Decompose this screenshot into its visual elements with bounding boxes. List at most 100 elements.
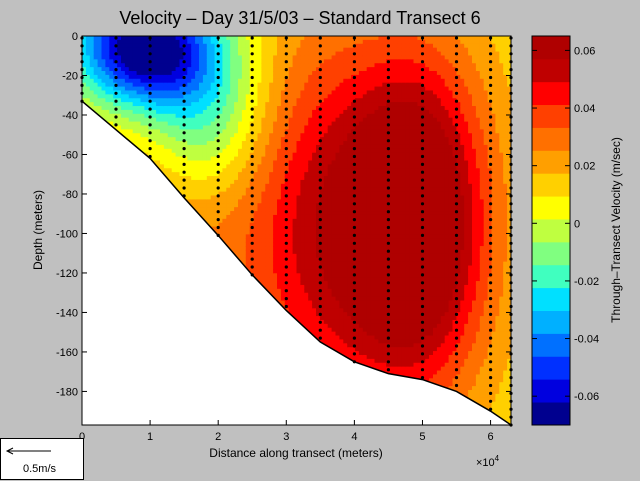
contour-cell	[163, 94, 169, 99]
contour-cell	[265, 63, 270, 68]
contour-cell	[273, 59, 278, 64]
contour-cell	[167, 117, 173, 123]
contour-cell	[234, 172, 239, 177]
contour-cell	[167, 164, 173, 169]
contour-cell	[97, 90, 103, 95]
contour-cell	[156, 156, 161, 162]
contour-cell	[175, 137, 181, 142]
contour-cell	[195, 102, 200, 107]
contour-cell	[183, 94, 188, 99]
contour-cell	[230, 59, 235, 64]
contour-cell	[273, 253, 278, 259]
contour-cell	[109, 51, 114, 57]
contour-cell	[152, 137, 157, 142]
contour-cell	[245, 234, 251, 239]
contour-cell	[163, 39, 169, 45]
contour-cell	[113, 63, 118, 68]
contour-cell	[230, 141, 235, 146]
contour-cell	[253, 218, 259, 224]
contour-cell	[269, 39, 274, 45]
contour-cell	[265, 179, 270, 185]
contour-cell	[136, 113, 142, 119]
contour-cell	[249, 117, 255, 123]
contour-cell	[156, 51, 161, 57]
contour-cell	[206, 125, 212, 130]
contour-cell	[210, 168, 216, 173]
contour-cell	[226, 36, 231, 41]
contour-cell	[273, 292, 278, 298]
contour-cell	[195, 47, 200, 53]
contour-cell	[265, 207, 270, 212]
contour-cell	[163, 90, 169, 95]
contour-cell	[202, 102, 208, 107]
contour-cell	[265, 222, 270, 228]
contour-cell	[199, 168, 204, 173]
contour-cell	[121, 106, 126, 111]
contour-cell	[210, 214, 216, 220]
contour-cell	[195, 125, 200, 130]
contour-cell	[241, 249, 247, 255]
contour-cell	[257, 265, 262, 270]
contour-cell	[241, 43, 247, 49]
contour-cell	[183, 90, 188, 95]
contour-cell	[101, 78, 106, 84]
contour-cell	[191, 203, 196, 208]
contour-cell	[226, 55, 231, 60]
contour-cell	[124, 90, 130, 95]
contour-cell	[191, 168, 196, 173]
contour-cell	[167, 168, 173, 173]
contour-cell	[113, 117, 118, 123]
contour-cell	[85, 59, 91, 64]
contour-cell	[269, 199, 274, 204]
contour-cell	[210, 187, 216, 193]
contour-cell	[140, 121, 145, 127]
contour-cell	[245, 43, 251, 49]
contour-cell	[128, 137, 134, 142]
contour-cell	[206, 98, 212, 103]
contour-cell	[195, 152, 200, 158]
contour-cell	[167, 133, 173, 138]
contour-cell	[160, 74, 165, 80]
contour-cell	[195, 172, 200, 177]
contour-cell	[230, 238, 235, 243]
contour-cell	[175, 71, 181, 76]
contour-cell	[171, 148, 177, 154]
contour-cell	[156, 129, 161, 134]
contour-cell	[210, 172, 216, 177]
contour-cell	[171, 133, 177, 138]
contour-cell	[230, 203, 235, 208]
contour-cell	[226, 214, 231, 220]
contour-cell	[241, 242, 247, 247]
contour-cell	[124, 47, 130, 53]
contour-cell	[249, 222, 255, 228]
contour-cell	[245, 191, 251, 197]
contour-cell	[160, 156, 165, 162]
contour-cell	[273, 117, 278, 123]
contour-cell	[261, 113, 266, 119]
contour-cell	[222, 55, 227, 60]
contour-cell	[167, 172, 173, 177]
contour-cell	[199, 176, 204, 181]
contour-cell	[269, 109, 274, 115]
contour-cell	[187, 109, 192, 115]
contour-cell	[82, 47, 87, 53]
contour-cell	[167, 129, 173, 134]
contour-cell	[202, 86, 208, 92]
contour-cell	[136, 90, 142, 95]
contour-cell	[117, 113, 122, 119]
contour-cell	[206, 90, 212, 95]
contour-cell	[191, 39, 196, 45]
contour-cell	[179, 152, 184, 158]
contour-cell	[124, 94, 130, 99]
contour-cell	[105, 51, 110, 57]
contour-cell	[257, 207, 262, 212]
contour-cell	[101, 43, 106, 49]
contour-cell	[269, 226, 274, 232]
contour-cell	[160, 102, 165, 107]
contour-cell	[210, 222, 216, 228]
contour-cell	[273, 199, 278, 204]
contour-cell	[156, 71, 161, 76]
contour-cell	[245, 242, 251, 247]
contour-cell	[124, 125, 130, 130]
contour-cell	[206, 102, 212, 107]
